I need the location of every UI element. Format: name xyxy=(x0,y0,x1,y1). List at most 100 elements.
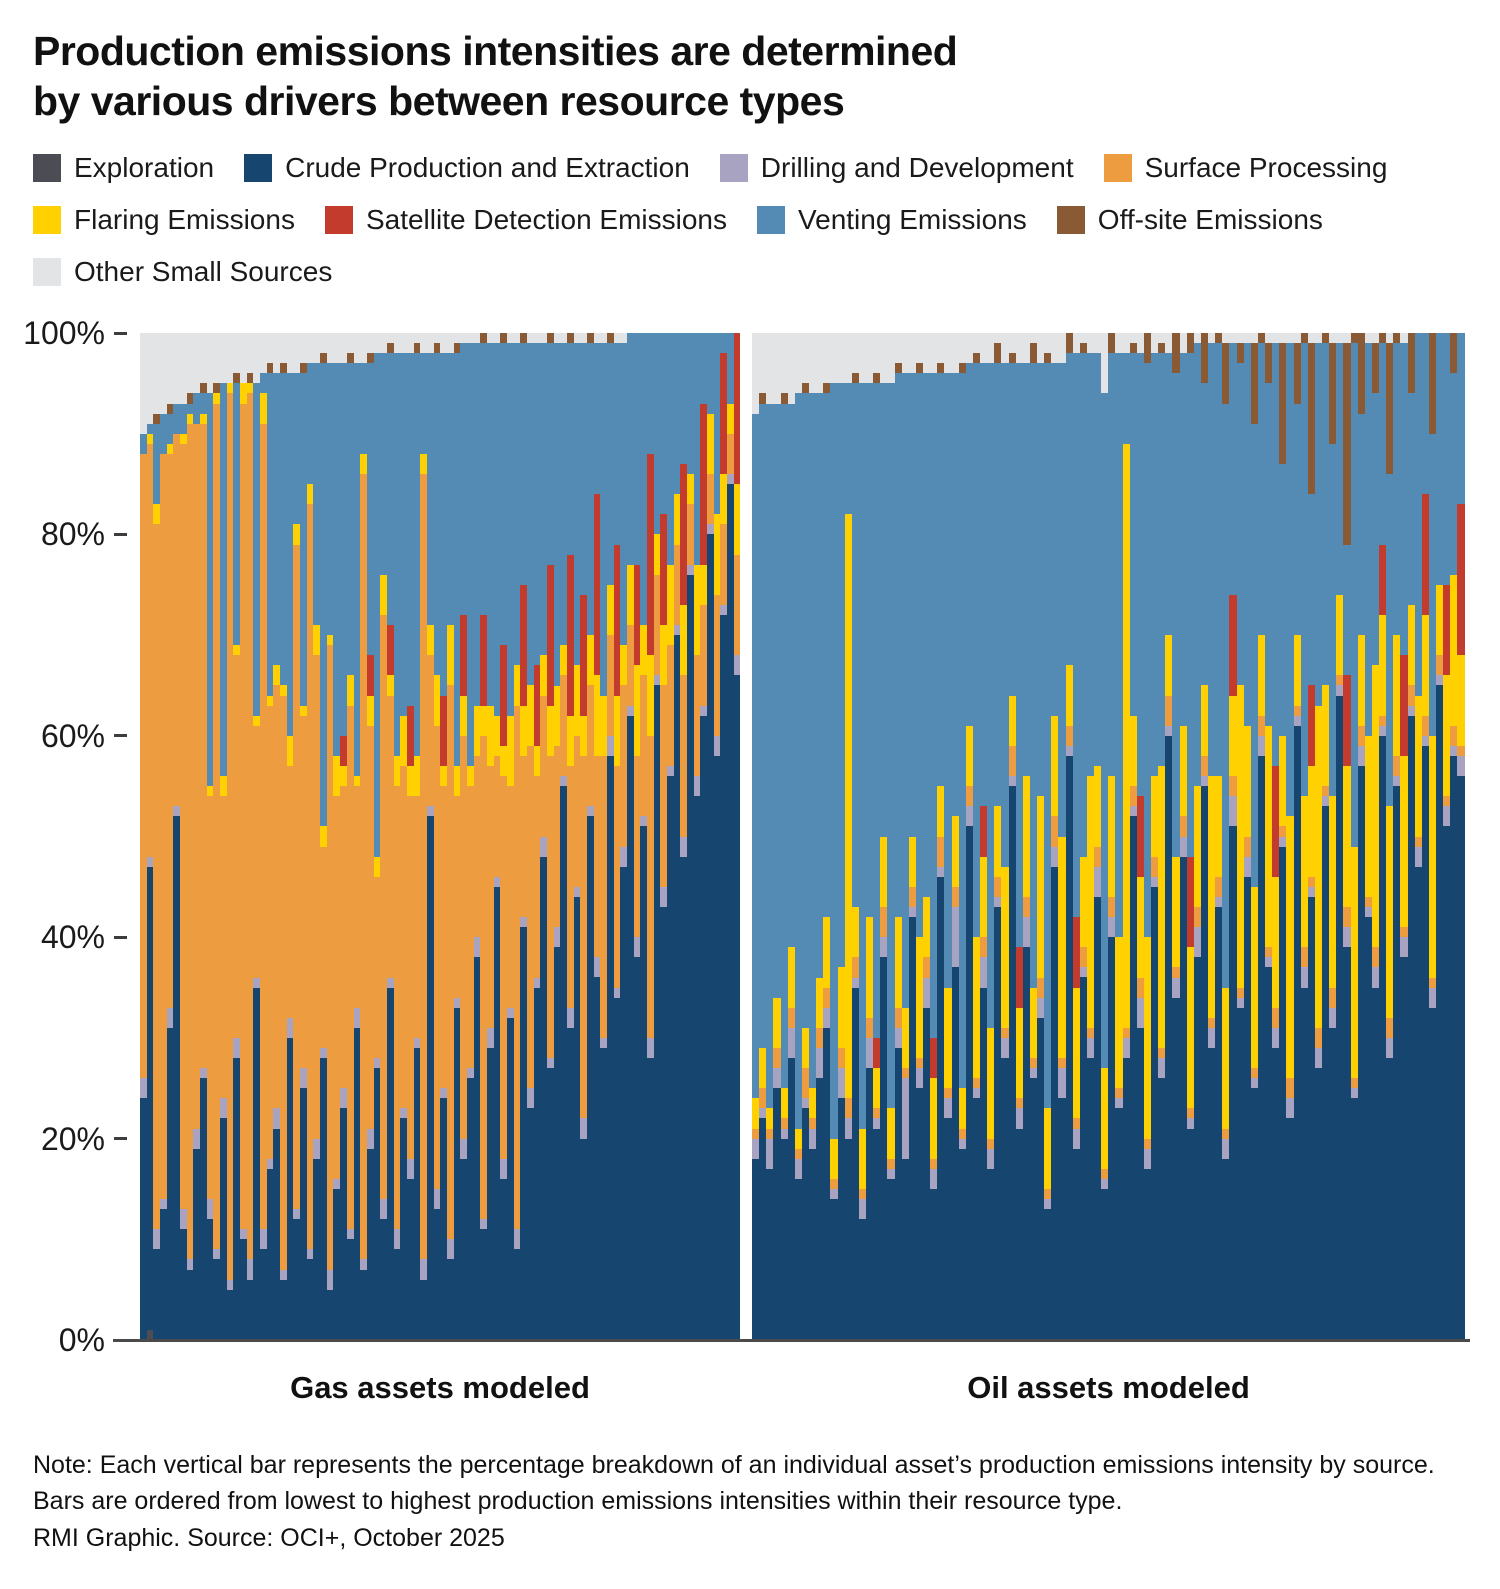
bar-segment-venting xyxy=(587,343,594,636)
bar-segment-flaring xyxy=(326,635,334,646)
bar-segment-drilling xyxy=(593,957,601,978)
bar-segment-flaring xyxy=(613,695,621,767)
bar-segment-venting xyxy=(844,383,852,515)
asset-bar xyxy=(540,333,547,1340)
bar-segment-flaring xyxy=(1400,755,1408,928)
bar-segment-crude xyxy=(794,1178,802,1340)
bar-segment-crude xyxy=(1343,947,1351,1340)
bar-segment-drilling xyxy=(780,1128,788,1139)
asset-bar xyxy=(260,333,267,1340)
bar-segment-crude xyxy=(923,1007,931,1340)
bar-segment-surface xyxy=(280,695,287,1270)
legend-item-other: Other Small Sources xyxy=(33,256,332,288)
bar-segment-flaring xyxy=(1079,856,1087,948)
bar-segment-flaring xyxy=(759,1048,767,1089)
bar-segment-venting xyxy=(1222,403,1230,988)
asset-bar xyxy=(660,333,668,1340)
bar-segment-crude xyxy=(1350,1098,1358,1340)
bar-segment-venting xyxy=(166,413,174,444)
bar-segment-drilling xyxy=(1336,685,1344,696)
legend-label: Flaring Emissions xyxy=(74,204,295,235)
bar-segment-venting xyxy=(866,383,874,918)
asset-bar xyxy=(844,333,852,1340)
bar-segment-drilling xyxy=(446,1239,454,1260)
bar-segment-satellite xyxy=(700,403,708,565)
bar-segment-offsite xyxy=(1257,333,1265,344)
bar-segment-surface xyxy=(1329,987,1337,1008)
bar-segment-surface xyxy=(1179,816,1187,837)
asset-bar xyxy=(673,333,681,1340)
asset-bar xyxy=(1371,333,1379,1340)
bar-segment-surface xyxy=(446,685,454,1240)
bar-segment-venting xyxy=(1450,373,1458,575)
bar-segment-crude xyxy=(166,1027,174,1340)
asset-bar xyxy=(180,333,187,1340)
bar-segment-surface xyxy=(600,755,608,1038)
bar-segment-flaring xyxy=(246,383,254,394)
bar-segment-surface xyxy=(647,735,654,1038)
bar-segment-flaring xyxy=(567,715,574,767)
bar-segment-crude xyxy=(1122,1058,1130,1340)
bar-segment-flaring xyxy=(1001,866,1009,1028)
bar-segment-satellite xyxy=(660,514,668,626)
bar-segment-offsite xyxy=(1108,333,1116,354)
bar-segment-drilling xyxy=(506,1007,514,1018)
bar-segment-venting xyxy=(858,383,866,1129)
bar-segment-venting xyxy=(193,393,201,424)
bar-segment-crude xyxy=(1165,735,1173,1340)
bar-segment-flaring xyxy=(1151,776,1159,857)
bar-segment-crude xyxy=(220,1118,227,1340)
bar-segment-exploration xyxy=(146,1329,154,1340)
asset-bar xyxy=(333,333,341,1340)
asset-bar xyxy=(240,333,247,1340)
bar-segment-flaring xyxy=(951,816,959,887)
bar-segment-surface xyxy=(360,474,367,1260)
bar-segment-flaring xyxy=(794,1128,802,1149)
asset-bar xyxy=(1443,333,1451,1340)
bar-segment-venting xyxy=(1215,343,1223,777)
bar-segment-drilling xyxy=(887,1168,895,1179)
bar-segment-drilling xyxy=(1079,967,1087,978)
bar-segment-crude xyxy=(1065,755,1073,1340)
bar-segment-surface xyxy=(1307,876,1315,887)
bar-segment-venting xyxy=(1386,474,1394,807)
asset-bar xyxy=(1379,333,1387,1340)
bar-segment-drilling xyxy=(680,836,688,857)
bar-segment-flaring xyxy=(894,917,902,1008)
asset-bar xyxy=(866,333,874,1340)
bar-segment-crude xyxy=(801,1108,809,1340)
bar-segment-surface xyxy=(844,1098,852,1119)
bar-segment-flaring xyxy=(460,695,467,736)
asset-bar xyxy=(965,333,973,1340)
bar-segment-satellite xyxy=(930,1037,938,1079)
bar-segment-venting xyxy=(1407,393,1415,605)
bar-segment-surface xyxy=(733,554,741,656)
bar-segment-venting xyxy=(1136,353,1144,797)
bar-segment-surface xyxy=(1436,655,1444,676)
bar-segment-crude xyxy=(1158,1078,1166,1340)
bar-segment-crude xyxy=(320,1058,327,1340)
bar-segment-flaring xyxy=(787,947,795,1008)
bar-segment-flaring xyxy=(647,655,654,736)
bar-segment-venting xyxy=(667,333,674,565)
bar-segment-satellite xyxy=(460,615,467,696)
bar-segment-surface xyxy=(1343,907,1351,928)
bar-segment-surface xyxy=(1165,695,1173,726)
bar-segment-flaring xyxy=(1436,584,1444,656)
bar-segment-venting xyxy=(1272,343,1280,767)
bar-segment-crude xyxy=(1129,816,1137,1340)
bar-segment-surface xyxy=(353,786,361,1008)
asset-bar xyxy=(160,333,167,1340)
bar-segment-venting xyxy=(752,413,760,1099)
bar-segment-venting xyxy=(700,333,708,404)
bar-segment-surface xyxy=(787,1007,795,1028)
bar-segment-venting xyxy=(573,343,581,666)
bar-segment-venting xyxy=(727,333,734,404)
bar-segment-flaring xyxy=(1179,725,1187,817)
asset-bar xyxy=(773,333,781,1340)
bar-group-gas xyxy=(140,333,741,1340)
bar-segment-offsite xyxy=(266,363,274,374)
bar-segment-crude xyxy=(140,1098,147,1340)
bar-segment-crude xyxy=(386,987,394,1340)
asset-bar xyxy=(1115,333,1123,1340)
